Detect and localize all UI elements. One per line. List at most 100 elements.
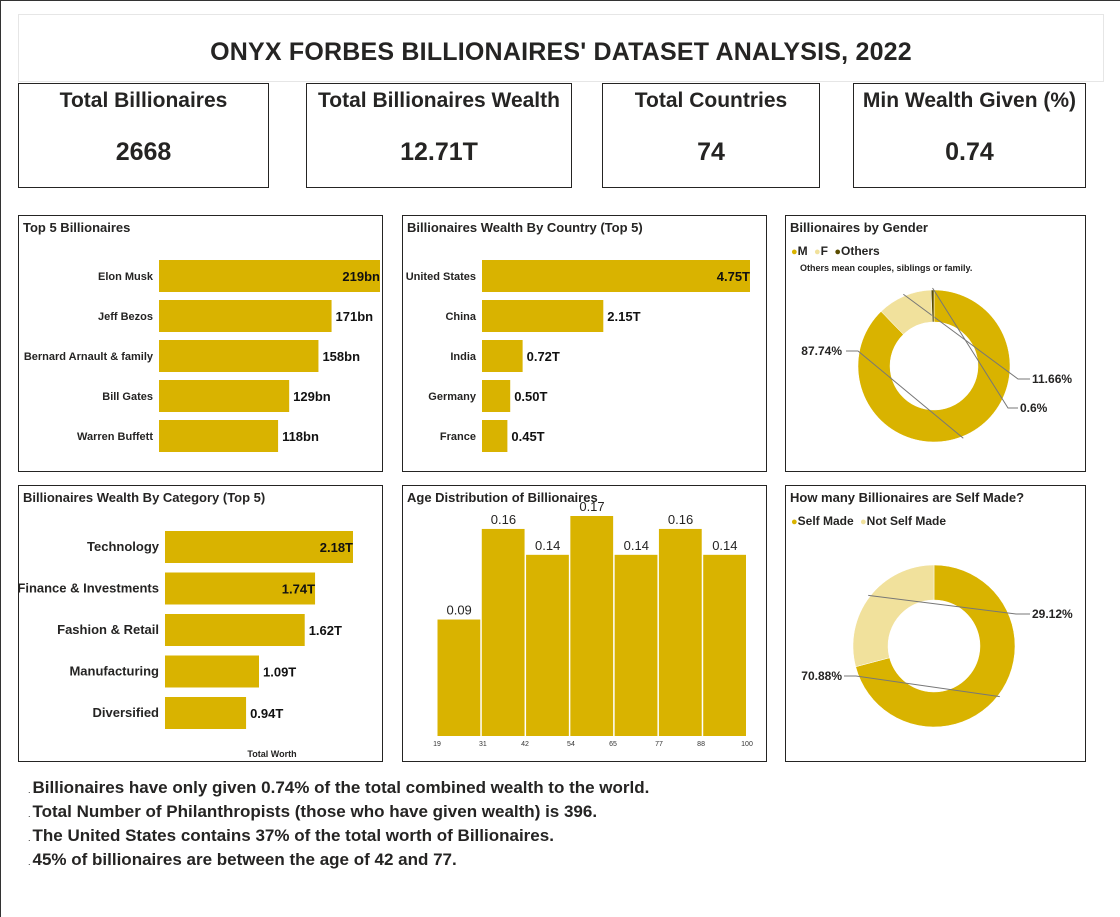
category-label: Technology	[87, 539, 160, 554]
category-label: Germany	[428, 391, 477, 403]
histogram-bar[interactable]	[526, 554, 569, 736]
kpi-value: 74	[697, 138, 725, 166]
wealth-by-country-panel[interactable]: Billionaires Wealth By Country (Top 5) U…	[402, 215, 767, 472]
bar[interactable]	[159, 420, 279, 452]
gender-panel[interactable]: Billionaires by Gender ●M ●F ●Others Oth…	[785, 215, 1086, 472]
histogram-bar[interactable]	[481, 528, 525, 736]
age-distribution-chart: 0.09 0.16 0.14 0.17 0.14 0.16 0.14 19 31 42 54 65 77…	[433, 499, 753, 748]
data-label: 0.09	[446, 603, 471, 618]
legend-item-f[interactable]: F	[820, 244, 828, 258]
donut-slice[interactable]	[855, 564, 1016, 728]
wealth-by-category-panel[interactable]: Billionaires Wealth By Category (Top 5) …	[18, 485, 383, 762]
histogram-bar[interactable]	[437, 619, 481, 736]
data-label: 0.72T	[527, 349, 560, 364]
bar[interactable]	[159, 340, 319, 372]
data-label: 1.74T	[282, 582, 315, 597]
data-label: 2.15T	[607, 309, 640, 324]
data-label: 0.94T	[250, 706, 283, 721]
kpi-total-wealth[interactable]: Total Billionaires Wealth 12.71T	[306, 83, 572, 188]
kpi-value: 0.74	[945, 138, 994, 166]
donut-slice[interactable]	[930, 289, 935, 323]
category-label: China	[445, 311, 476, 323]
age-distribution-panel[interactable]: Age Distribution of Billionaires 0.09 0.1…	[402, 485, 767, 762]
slice-label: 70.88%	[801, 669, 842, 683]
histogram-bar[interactable]	[614, 554, 658, 736]
self-made-donut-chart: 70.88% 29.12%	[801, 564, 1073, 728]
title-band	[18, 14, 1104, 82]
donut-slice[interactable]	[857, 289, 1011, 443]
category-label: Finance & Investments	[19, 581, 159, 596]
slice-label: 11.66%	[1032, 372, 1072, 386]
category-label: Manufacturing	[69, 664, 159, 679]
category-label: Jeff Bezos	[98, 311, 153, 323]
legend-item-m[interactable]: M	[797, 244, 808, 258]
bar[interactable]	[482, 300, 604, 332]
leader-line	[932, 287, 1018, 409]
leader-line	[903, 293, 1030, 380]
legend-dot-icon: ●	[834, 246, 841, 258]
data-label: 219bn	[342, 269, 380, 284]
x-tick-label: 19	[433, 741, 441, 748]
legend-item-not-self-made[interactable]: Not Self Made	[866, 514, 947, 528]
category-label: Bill Gates	[102, 391, 153, 403]
x-tick-label: 65	[609, 741, 617, 748]
category-label: Elon Musk	[98, 271, 154, 283]
top-billionaires-panel[interactable]: Top 5 Billionaires Elon Musk 219bn Jeff Be…	[18, 215, 383, 472]
bar[interactable]	[165, 614, 305, 646]
bar[interactable]	[482, 260, 750, 292]
bar[interactable]	[159, 300, 332, 332]
panel-title: Billionaires Wealth By Category (Top 5)	[23, 490, 266, 505]
category-label: Bernard Arnault & family	[24, 351, 154, 363]
bar[interactable]	[159, 380, 290, 412]
kpi-label: Total Billionaires	[59, 89, 228, 112]
data-label: 0.45T	[511, 429, 544, 444]
donut-slice[interactable]	[852, 564, 935, 668]
kpi-label: Total Billionaires Wealth	[318, 89, 560, 112]
kpi-label: Min Wealth Given (%)	[862, 89, 1077, 112]
self-made-panel[interactable]: How many Billionaires are Self Made? ● Se…	[785, 485, 1086, 762]
bullet-icon: .	[28, 809, 31, 819]
wealth-by-category-chart: Technology 2.18T Finance & Investments 1.74…	[19, 531, 353, 759]
wealth-by-country-chart: United States 4.75T China 2.15T India 0.72T Ge…	[406, 260, 750, 452]
insight-item: . Billionaires have only given 0.74% of t…	[28, 778, 650, 797]
bar[interactable]	[165, 697, 247, 729]
gender-legend: ●M ●F ●Others	[791, 244, 880, 258]
bar[interactable]	[159, 260, 380, 292]
kpi-total-billionaires[interactable]: Total Billionaires 2668	[18, 83, 269, 188]
histogram-bar[interactable]	[570, 516, 614, 736]
kpi-label: Total Countries	[634, 89, 788, 112]
insight-item: . 45% of billionaires are between the age…	[28, 850, 457, 869]
legend-item-self-made[interactable]: Self Made	[797, 514, 854, 528]
data-label: 4.75T	[717, 269, 750, 284]
panel-title: Age Distribution of Billionaires	[407, 490, 598, 505]
bar[interactable]	[482, 420, 508, 452]
bullet-icon: .	[28, 785, 31, 795]
data-label: 2.18T	[320, 540, 353, 555]
x-tick-label: 42	[521, 741, 529, 748]
histogram-bar[interactable]	[658, 528, 702, 736]
bullet-icon: .	[28, 833, 31, 843]
bar[interactable]	[165, 655, 259, 688]
category-label: France	[440, 431, 476, 443]
bar[interactable]	[482, 380, 511, 412]
bar[interactable]	[165, 572, 316, 605]
bar[interactable]	[482, 340, 523, 372]
legend-item-others[interactable]: Others	[841, 244, 880, 258]
kpi-total-countries[interactable]: Total Countries 74	[602, 83, 820, 188]
category-label: Warren Buffett	[77, 431, 153, 443]
legend-dot-icon: ●	[860, 516, 867, 528]
histogram-bar[interactable]	[703, 554, 746, 736]
x-tick-label: 100	[741, 741, 753, 748]
leader-line	[846, 350, 964, 439]
data-label: 0.16	[668, 512, 693, 527]
bar[interactable]	[165, 531, 353, 563]
kpi-min-wealth-given[interactable]: Min Wealth Given (%) 0.74	[853, 83, 1086, 188]
data-label: 0.14	[624, 538, 649, 553]
panel-title: How many Billionaires are Self Made?	[790, 490, 1025, 505]
data-label: 0.16	[491, 512, 516, 527]
category-label: United States	[406, 271, 476, 283]
x-axis-title: Total Worth	[247, 749, 296, 759]
leader-line	[868, 594, 1030, 615]
x-tick-label: 88	[697, 741, 705, 748]
